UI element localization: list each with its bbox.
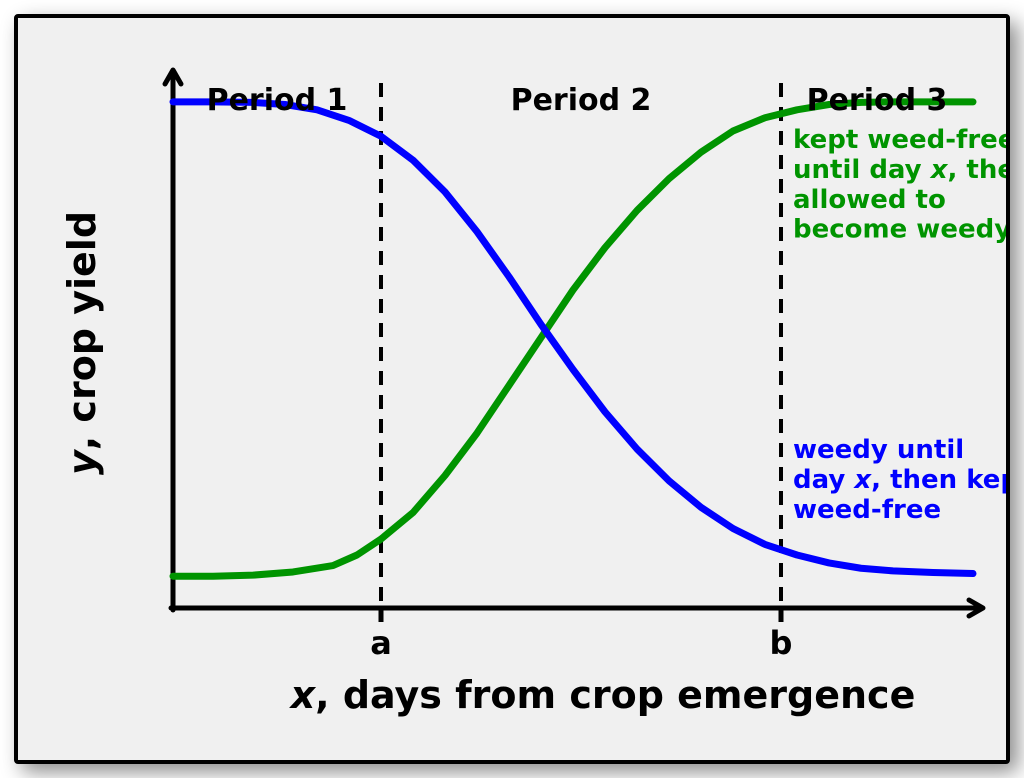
- curve-annotation: weedy untilday x, then keptweed-free: [793, 435, 1006, 525]
- chart-svg: a b Period 1 Period 2 Period 3 kept weed-free…: [18, 18, 1006, 760]
- svg-text:b: b: [770, 624, 793, 662]
- svg-text:a: a: [370, 624, 392, 662]
- period-label: Period 2: [511, 83, 652, 118]
- chart-panel: a b Period 1 Period 2 Period 3 kept weed-free…: [14, 14, 1010, 764]
- curve-annotation: kept weed-freeuntil day x, thenallowed t…: [793, 125, 1006, 245]
- y-axis-label: y, crop yield: [60, 211, 104, 475]
- period-label: Period 3: [807, 83, 948, 118]
- period-label: Period 1: [207, 83, 348, 118]
- x-axis-label: x, days from crop emergence: [289, 673, 916, 717]
- chart-frame: a b Period 1 Period 2 Period 3 kept weed-free…: [0, 0, 1024, 778]
